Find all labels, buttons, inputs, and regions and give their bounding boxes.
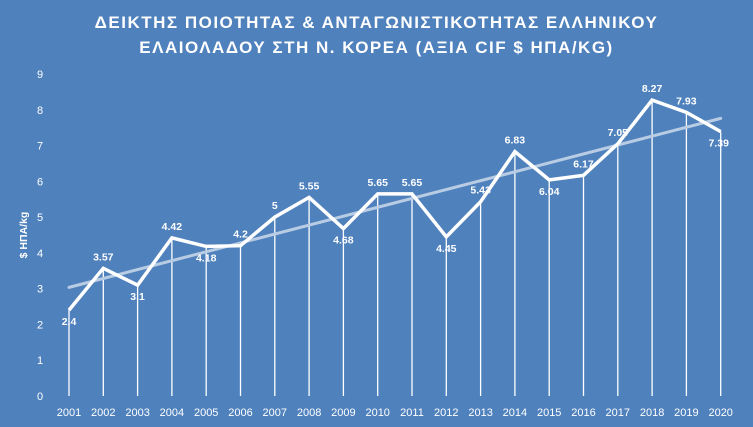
data-label-2006: 4.2 <box>233 229 248 241</box>
x-tick-label-2016: 2016 <box>571 407 595 419</box>
y-tick-label: 3 <box>37 284 43 296</box>
x-tick-label-2008: 2008 <box>297 407 321 419</box>
y-tick-label: 0 <box>37 391 43 403</box>
data-label-2012: 4.45 <box>436 243 457 255</box>
data-label-2010: 5.65 <box>367 177 388 189</box>
y-axis-label-group: $ ΗΠΑ/kg <box>18 212 30 259</box>
data-labels: 2.4 3.57 3.1 4.42 4.18 4.2 5 5.55 4.68 5.65 5.65 4.… <box>62 83 729 328</box>
data-label-2015: 6.04 <box>539 186 560 198</box>
x-tick-label-2006: 2006 <box>228 407 252 419</box>
series-line-group <box>67 98 722 312</box>
data-label-2004: 4.42 <box>162 221 183 233</box>
chart-title-line2: ΕΛΑΙΟΛΑΔΟΥ ΣΤΗ Ν. ΚΟΡΕΑ (ΑΞΙΑ CIF $ ΗΠΑ/… <box>139 38 614 57</box>
x-tick-label-2011: 2011 <box>400 407 424 419</box>
x-tick-label-2007: 2007 <box>263 407 287 419</box>
y-axis-ticks: 0 1 2 3 4 5 6 7 8 9 <box>37 69 43 403</box>
trendline <box>67 116 723 289</box>
data-label-2001: 2.4 <box>62 316 77 328</box>
data-label-2018: 8.27 <box>642 83 663 95</box>
chart-title-line1: ΔΕΙΚΤΗΣ ΠΟΙΟΤΗΤΑΣ & ΑΝΤΑΓΩΝΙΣΤΙΚΟΤΗΤΑΣ Ε… <box>94 13 659 32</box>
data-label-2013: 5.43 <box>470 185 491 197</box>
chart-title: ΔΕΙΚΤΗΣ ΠΟΙΟΤΗΤΑΣ & ΑΝΤΑΓΩΝΙΣΤΙΚΟΤΗΤΑΣ Ε… <box>0 10 753 60</box>
y-tick-label: 9 <box>37 69 43 81</box>
data-label-2019: 7.93 <box>676 95 697 107</box>
data-label-2014: 6.83 <box>505 135 526 147</box>
y-tick-label: 8 <box>37 105 43 117</box>
y-tick-label: 6 <box>37 176 43 188</box>
data-label-2009: 4.68 <box>333 235 354 247</box>
x-tick-label-2018: 2018 <box>640 407 664 419</box>
data-label-2003: 3.1 <box>130 291 145 303</box>
x-tick-label-2014: 2014 <box>503 407 527 419</box>
x-tick-label-2002: 2002 <box>91 407 115 419</box>
x-tick-label-2019: 2019 <box>674 407 698 419</box>
x-axis-ticks: 2001 2002 2003 2004 2005 2006 2007 2008 2009 2010… <box>57 407 733 419</box>
x-tick-label-2003: 2003 <box>125 407 149 419</box>
drop-lines <box>68 100 722 396</box>
x-tick-label-2001: 2001 <box>57 407 81 419</box>
y-tick-label: 5 <box>37 212 43 224</box>
y-tick-label: 4 <box>37 248 43 260</box>
x-tick-label-2005: 2005 <box>194 407 218 419</box>
data-label-2008: 5.55 <box>299 180 320 192</box>
data-label-2007: 5 <box>272 200 278 212</box>
x-tick-label-2020: 2020 <box>708 407 732 419</box>
data-label-2011: 5.65 <box>402 177 423 189</box>
y-tick-label: 1 <box>37 355 43 367</box>
x-tick-label-2013: 2013 <box>468 407 492 419</box>
data-label-2002: 3.57 <box>93 251 114 263</box>
data-label-2016: 6.17 <box>573 158 594 170</box>
x-tick-label-2015: 2015 <box>537 407 561 419</box>
x-tick-label-2004: 2004 <box>160 407 184 419</box>
trendline-group <box>67 116 723 289</box>
x-tick-label-2009: 2009 <box>331 407 355 419</box>
x-tick-label-2012: 2012 <box>434 407 458 419</box>
y-tick-label: 7 <box>37 141 43 153</box>
series-line <box>67 98 722 312</box>
x-tick-label-2017: 2017 <box>606 407 630 419</box>
data-label-2005: 4.18 <box>196 252 217 264</box>
y-tick-label: 2 <box>37 319 43 331</box>
data-label-2017: 7.05 <box>608 127 629 139</box>
y-axis-label: $ ΗΠΑ/kg <box>18 212 30 259</box>
data-label-2020: 7.39 <box>708 138 729 150</box>
x-tick-label-2010: 2010 <box>365 407 389 419</box>
